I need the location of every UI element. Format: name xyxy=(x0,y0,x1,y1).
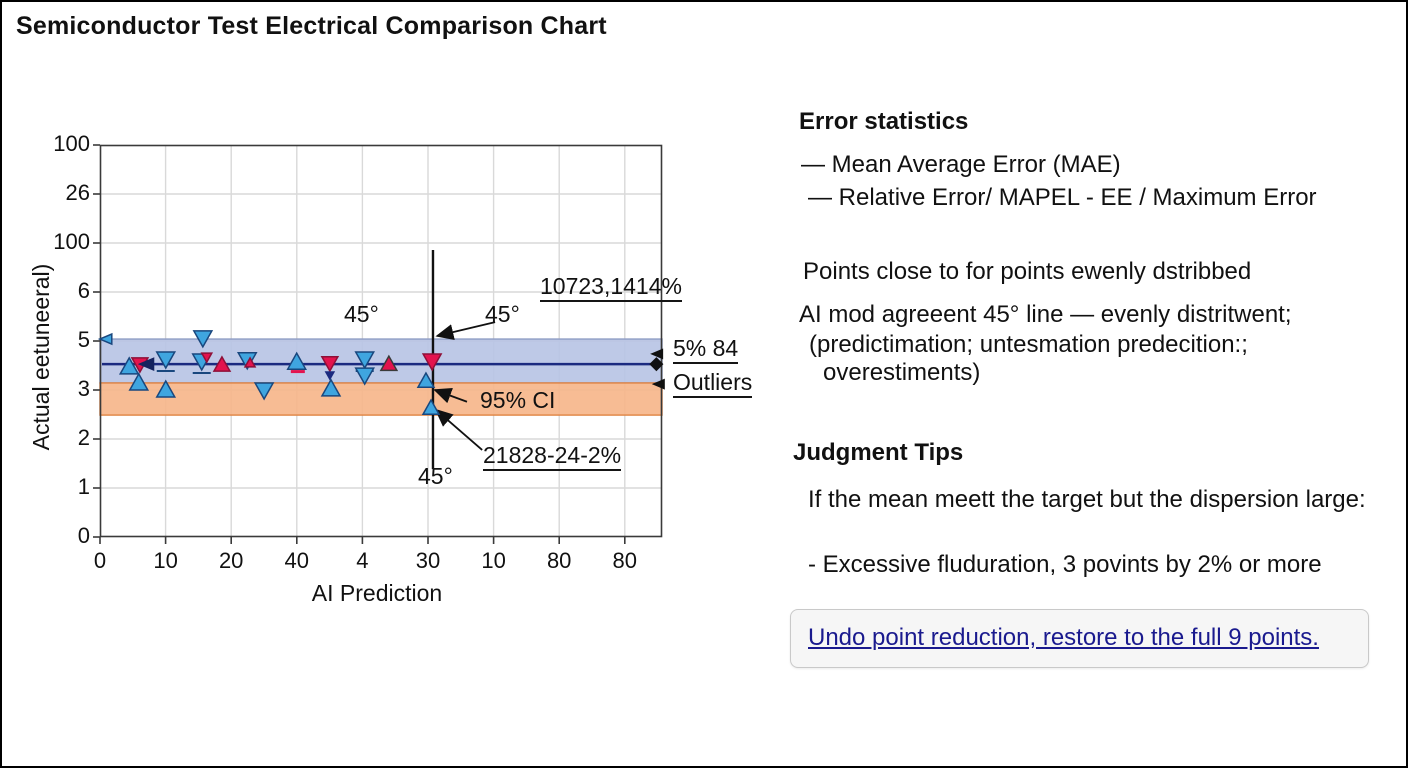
annotation-45deg-left: 45° xyxy=(344,301,379,327)
scatter-marker-left xyxy=(650,348,664,360)
error-statistics-item: — Mean Average Error (MAE) xyxy=(801,151,1121,178)
scatter-marker-down xyxy=(421,353,443,372)
x-tick-label: 10 xyxy=(481,548,506,573)
annotation-5pct-84: 5% 84 xyxy=(673,335,739,364)
y-tick-label: 100 xyxy=(53,131,90,156)
scatter-marker-down xyxy=(354,367,375,386)
x-tick-label: 0 xyxy=(93,548,107,573)
scatter-marker-left xyxy=(137,357,155,372)
scatter-marker-down xyxy=(320,355,340,373)
error-statistics-item: — Relative Error/ MAPEL - EE / Maximum E… xyxy=(808,184,1317,211)
scatter-marker-up xyxy=(155,379,177,398)
error-statistics-heading: Error statistics xyxy=(799,108,969,135)
plot-area xyxy=(93,144,665,544)
scatter-marker-left xyxy=(97,332,113,346)
scatter-marker-downbar xyxy=(354,351,375,370)
scatter-marker-up xyxy=(128,372,150,391)
scatter-marker-down xyxy=(192,330,214,349)
y-tick-label: 1 xyxy=(77,474,90,499)
scatter-marker-up xyxy=(379,354,399,372)
judgment-tips-heading: Judgment Tips xyxy=(793,439,964,466)
scatter-marker-up xyxy=(243,356,257,368)
x-tick-label: 80 xyxy=(546,548,572,573)
notes-line: Points close to for points ewenly dstrib… xyxy=(803,258,1252,285)
notes-line: AI mod agreeent 45° line — evenly distri… xyxy=(799,301,1292,328)
scatter-marker-up xyxy=(286,351,307,370)
annotation-code-percent: 21828-24-2% xyxy=(483,442,622,471)
ci-band-orange xyxy=(99,382,663,416)
y-tick-label: 6 xyxy=(77,278,90,303)
page-title: Semiconductor Test Electrical Comparison… xyxy=(16,12,607,40)
scatter-marker-downbar xyxy=(155,351,177,370)
y-tick-label: 0 xyxy=(77,523,90,548)
scatter-marker-up xyxy=(212,355,232,372)
y-tick-label: 100 xyxy=(53,229,90,254)
x-tick-label: 10 xyxy=(153,548,178,573)
scatter-marker-up xyxy=(416,371,436,388)
x-tick-label: 40 xyxy=(284,548,310,573)
notes-line: (predictimation; untesmation predecition… xyxy=(809,331,1248,358)
ci-band-blue xyxy=(99,338,663,384)
scatter-marker-down xyxy=(200,352,214,364)
annotation-45deg-bottom: 45° xyxy=(418,463,453,489)
x-tick-label: 20 xyxy=(218,548,244,573)
x-tick-label: 30 xyxy=(415,548,441,573)
y-axis-label: Actual eetuneeral) xyxy=(28,263,54,451)
y-tick-label: 26 xyxy=(65,180,90,205)
annotation-big-percent: 10723,1414% xyxy=(540,273,682,302)
scatter-marker-down xyxy=(253,382,275,401)
scatter-marker-diamond xyxy=(649,357,664,372)
plot-border xyxy=(99,144,663,538)
undo-reduction-link[interactable]: Undo point reduction, restore to the ful… xyxy=(808,624,1319,651)
annotation-45deg-mid: 45° xyxy=(485,301,520,327)
scatter-marker-up xyxy=(118,356,140,375)
judgment-tips-line: - Excessive fluduration, 3 povints by 2%… xyxy=(808,551,1322,578)
annotation-outliers: Outliers xyxy=(673,369,753,398)
x-tick-label: 80 xyxy=(612,548,638,573)
scatter-marker-left xyxy=(651,378,665,390)
x-axis-label: AI Prediction xyxy=(311,580,443,606)
y-tick-label: 3 xyxy=(77,376,90,401)
annotation-arrow xyxy=(435,321,496,341)
annotation-arrow xyxy=(433,387,468,404)
judgment-tips-line: If the mean meett the target but the dis… xyxy=(808,486,1366,513)
scatter-marker-up xyxy=(421,398,441,416)
y-tick-label: 5 xyxy=(77,327,90,352)
x-tick-label: 4 xyxy=(356,548,369,573)
scatter-marker-up xyxy=(320,378,342,397)
scatter-marker-down xyxy=(324,371,336,381)
notes-line: overestiments) xyxy=(823,359,981,386)
undo-reduction-linkbox[interactable]: Undo point reduction, restore to the ful… xyxy=(790,609,1369,668)
annotation-95ci: 95% CI xyxy=(480,387,556,413)
annotation-arrow xyxy=(434,408,483,451)
y-tick-label: 2 xyxy=(77,425,90,450)
